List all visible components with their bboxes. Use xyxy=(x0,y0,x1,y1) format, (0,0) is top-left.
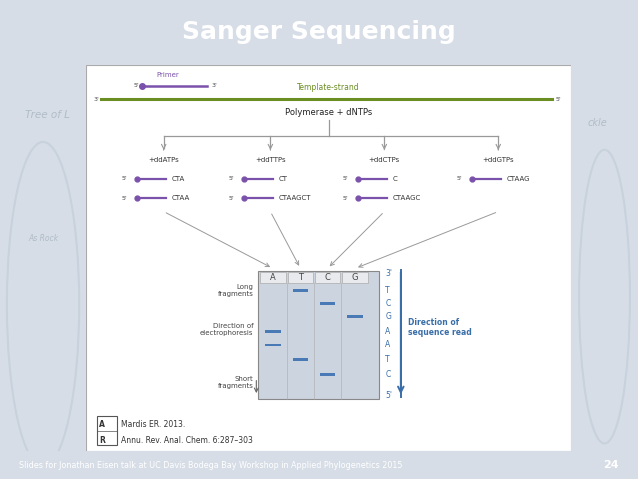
Bar xyxy=(97,416,117,445)
Text: 24: 24 xyxy=(604,460,619,470)
Text: 5': 5' xyxy=(122,195,128,201)
Text: A: A xyxy=(270,273,276,282)
Text: Mardis ER. 2013.: Mardis ER. 2013. xyxy=(121,421,185,430)
Bar xyxy=(293,358,308,361)
Text: C: C xyxy=(385,299,390,308)
Text: CTAAGCT: CTAAGCT xyxy=(279,195,311,201)
Text: Direction of
sequence read: Direction of sequence read xyxy=(408,318,472,337)
Text: CTAAGC: CTAAGC xyxy=(392,195,421,201)
Text: 5': 5' xyxy=(456,176,462,181)
Text: G: G xyxy=(352,273,359,282)
Text: CT: CT xyxy=(279,176,288,182)
Text: 5': 5' xyxy=(342,195,348,201)
Text: As Rock: As Rock xyxy=(28,234,58,243)
Text: Annu. Rev. Anal. Chem. 6:287–303: Annu. Rev. Anal. Chem. 6:287–303 xyxy=(121,436,253,445)
Text: CTAAG: CTAAG xyxy=(507,176,530,182)
Text: 3': 3' xyxy=(94,97,100,102)
Text: Primer: Primer xyxy=(156,72,179,78)
Text: +ddGTPs: +ddGTPs xyxy=(482,158,514,163)
Bar xyxy=(320,373,336,376)
Bar xyxy=(343,272,368,283)
Text: CTA: CTA xyxy=(172,176,185,182)
Text: Template-strand: Template-strand xyxy=(297,83,360,92)
Text: Direction of
electrophoresis: Direction of electrophoresis xyxy=(200,323,253,336)
Text: +ddTTPs: +ddTTPs xyxy=(255,158,286,163)
Bar xyxy=(265,330,281,333)
Text: C: C xyxy=(385,370,390,379)
Text: 5': 5' xyxy=(342,176,348,181)
Bar xyxy=(320,302,336,305)
Bar xyxy=(315,272,341,283)
Text: 5': 5' xyxy=(134,83,140,89)
Bar xyxy=(293,289,308,292)
Text: Slides for Jonathan Eisen talk at UC Davis Bodega Bay Workshop in Applied Phylog: Slides for Jonathan Eisen talk at UC Dav… xyxy=(19,461,403,469)
Text: Short
fragments: Short fragments xyxy=(218,376,253,389)
Text: A: A xyxy=(385,341,390,349)
Text: A: A xyxy=(385,327,390,336)
Text: 5': 5' xyxy=(228,195,234,201)
Bar xyxy=(265,343,281,346)
Text: 5': 5' xyxy=(385,391,392,399)
Text: T: T xyxy=(385,286,390,295)
Text: 5': 5' xyxy=(122,176,128,181)
Bar xyxy=(258,272,380,399)
Text: CTAA: CTAA xyxy=(172,195,190,201)
Text: Tree of L: Tree of L xyxy=(25,110,70,120)
Text: R: R xyxy=(100,436,105,445)
Text: T: T xyxy=(385,355,390,364)
Bar xyxy=(260,272,286,283)
Bar xyxy=(288,272,313,283)
Text: A: A xyxy=(100,421,105,430)
Text: +ddATPs: +ddATPs xyxy=(149,158,179,163)
Text: 5': 5' xyxy=(228,176,234,181)
Text: C: C xyxy=(392,176,397,182)
Text: Long
fragments: Long fragments xyxy=(218,285,253,297)
Text: 3': 3' xyxy=(385,269,392,278)
Text: ckle: ckle xyxy=(588,118,607,127)
Text: T: T xyxy=(298,273,303,282)
Bar xyxy=(348,315,363,318)
Text: G: G xyxy=(385,312,391,321)
Text: 5': 5' xyxy=(556,97,561,102)
Text: +ddCTPs: +ddCTPs xyxy=(369,158,400,163)
Text: Sanger Sequencing: Sanger Sequencing xyxy=(182,20,456,45)
Text: C: C xyxy=(325,273,330,282)
Text: 3': 3' xyxy=(211,83,217,89)
Text: Polymerase + dNTPs: Polymerase + dNTPs xyxy=(285,108,372,117)
